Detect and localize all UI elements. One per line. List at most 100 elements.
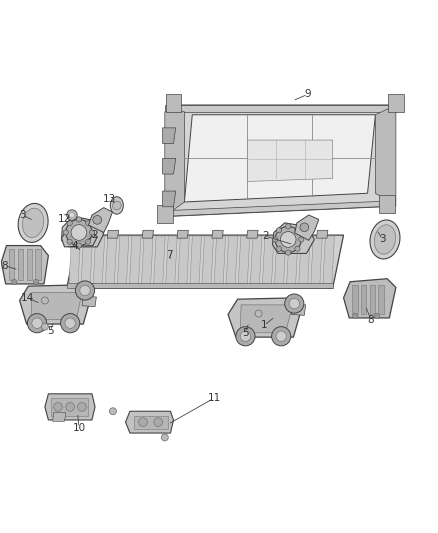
Circle shape (63, 230, 68, 235)
Polygon shape (153, 236, 165, 287)
Polygon shape (53, 413, 66, 421)
Polygon shape (141, 236, 153, 287)
Polygon shape (202, 236, 213, 287)
Polygon shape (274, 236, 286, 287)
Text: 1: 1 (261, 320, 268, 330)
Circle shape (76, 243, 81, 248)
Circle shape (289, 298, 300, 309)
Text: 3: 3 (379, 235, 386, 245)
Polygon shape (165, 105, 396, 216)
Text: 12: 12 (58, 214, 71, 224)
Polygon shape (88, 208, 113, 232)
Circle shape (295, 228, 300, 233)
Polygon shape (162, 191, 176, 207)
Polygon shape (247, 140, 333, 181)
Circle shape (353, 313, 358, 318)
Ellipse shape (110, 197, 124, 214)
Circle shape (71, 224, 87, 240)
Text: 4: 4 (71, 240, 78, 251)
Polygon shape (126, 411, 173, 433)
Circle shape (255, 310, 262, 317)
Circle shape (12, 279, 17, 285)
Text: 5: 5 (47, 326, 54, 336)
Ellipse shape (18, 204, 48, 243)
Text: 11: 11 (208, 393, 221, 403)
Circle shape (67, 239, 72, 244)
Polygon shape (117, 236, 129, 287)
Circle shape (285, 294, 304, 313)
Circle shape (374, 313, 380, 318)
Text: 7: 7 (166, 250, 173, 260)
Circle shape (300, 223, 309, 232)
Text: 9: 9 (304, 89, 311, 99)
Circle shape (28, 313, 46, 333)
Polygon shape (299, 236, 310, 287)
Polygon shape (286, 236, 298, 287)
Circle shape (113, 201, 121, 210)
Circle shape (89, 230, 95, 235)
Polygon shape (291, 304, 306, 316)
Circle shape (53, 402, 62, 411)
Circle shape (32, 318, 42, 328)
Circle shape (139, 418, 147, 426)
Polygon shape (375, 105, 396, 206)
Circle shape (276, 228, 282, 233)
Polygon shape (69, 236, 81, 287)
Polygon shape (282, 230, 293, 238)
Text: 10: 10 (72, 423, 85, 433)
Circle shape (65, 318, 75, 328)
Polygon shape (343, 279, 396, 318)
Polygon shape (190, 236, 201, 287)
Polygon shape (162, 128, 176, 143)
Polygon shape (388, 94, 404, 112)
Polygon shape (1, 246, 48, 284)
Polygon shape (9, 249, 14, 280)
Polygon shape (226, 236, 238, 287)
Polygon shape (82, 296, 96, 306)
Polygon shape (142, 230, 153, 238)
Circle shape (295, 246, 300, 252)
Circle shape (161, 434, 168, 441)
Polygon shape (166, 236, 177, 287)
Circle shape (275, 227, 301, 253)
Circle shape (80, 285, 90, 296)
Circle shape (67, 221, 72, 226)
Polygon shape (272, 223, 314, 253)
Polygon shape (61, 216, 104, 247)
Polygon shape (61, 231, 97, 247)
Polygon shape (35, 249, 41, 280)
Polygon shape (81, 236, 92, 287)
Polygon shape (317, 230, 328, 238)
Ellipse shape (22, 208, 44, 238)
Text: 2: 2 (92, 230, 99, 240)
Circle shape (240, 331, 251, 342)
Polygon shape (262, 236, 274, 287)
Circle shape (272, 237, 278, 242)
Circle shape (276, 331, 286, 342)
Circle shape (66, 402, 74, 411)
Polygon shape (51, 398, 88, 416)
Circle shape (286, 250, 291, 255)
Polygon shape (72, 230, 84, 238)
Polygon shape (67, 283, 333, 288)
Polygon shape (378, 285, 384, 314)
Polygon shape (129, 236, 141, 287)
Circle shape (93, 215, 102, 224)
Circle shape (34, 279, 39, 285)
Polygon shape (45, 394, 95, 420)
Circle shape (272, 327, 291, 346)
Polygon shape (67, 235, 343, 288)
Circle shape (42, 323, 48, 330)
Circle shape (110, 408, 117, 415)
Polygon shape (228, 298, 302, 337)
Circle shape (78, 402, 86, 411)
Polygon shape (166, 94, 181, 112)
Polygon shape (165, 105, 396, 112)
Polygon shape (177, 230, 188, 238)
Circle shape (299, 237, 304, 242)
Polygon shape (165, 112, 184, 216)
Ellipse shape (374, 225, 396, 254)
Circle shape (76, 217, 81, 222)
Text: 14: 14 (21, 293, 34, 303)
Polygon shape (31, 293, 82, 320)
